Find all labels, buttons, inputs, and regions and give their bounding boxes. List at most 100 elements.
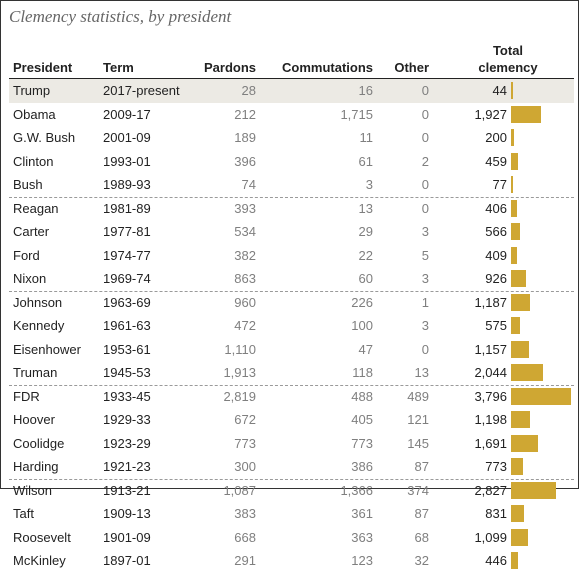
commutations-cell: 22 xyxy=(358,247,373,263)
pardons-cell: 960 xyxy=(234,294,256,310)
pardons-cell: 863 xyxy=(234,271,256,286)
total-clemency-bar xyxy=(511,246,518,264)
table-row: Carter 1977-81 534 29 3 566 xyxy=(9,220,574,244)
term-cell: 2017-present xyxy=(103,83,180,98)
president-cell: Ford xyxy=(13,247,40,263)
term-cell: 1974-77 xyxy=(103,247,151,263)
group-separator xyxy=(9,384,574,386)
president-cell: McKinley xyxy=(13,553,66,568)
commutations-cell: 16 xyxy=(358,83,373,98)
commutations-cell: 361 xyxy=(351,506,373,521)
total-cell: 2,044 xyxy=(474,365,507,380)
term-cell: 1953-61 xyxy=(103,341,151,357)
other-cell: 1 xyxy=(421,294,429,310)
pardons-cell: 382 xyxy=(234,247,256,263)
president-cell: Taft xyxy=(13,506,34,521)
pardons-cell: 773 xyxy=(234,435,256,451)
other-cell: 68 xyxy=(414,529,429,545)
term-cell: 1989-93 xyxy=(103,177,151,192)
table-row: Bush 1989-93 74 3 0 77 xyxy=(9,173,574,197)
pardons-cell: 291 xyxy=(234,553,256,568)
other-cell: 0 xyxy=(421,200,429,216)
other-cell: 87 xyxy=(414,506,429,521)
pardons-cell: 534 xyxy=(234,224,256,239)
commutations-cell: 13 xyxy=(358,200,373,216)
total-cell: 831 xyxy=(485,506,507,521)
president-cell: Eisenhower xyxy=(13,341,81,357)
commutations-cell: 11 xyxy=(359,130,374,145)
commutations-cell: 29 xyxy=(358,224,373,239)
other-cell: 0 xyxy=(421,83,429,98)
total-cell: 459 xyxy=(485,153,507,169)
term-cell: 2009-17 xyxy=(103,106,151,122)
total-cell: 44 xyxy=(492,83,507,98)
total-cell: 1,198 xyxy=(474,412,507,427)
header-pardons: Pardons xyxy=(203,60,256,75)
total-clemency-bar xyxy=(511,481,556,499)
other-cell: 87 xyxy=(414,459,429,474)
commutations-cell: 60 xyxy=(358,271,373,286)
other-cell: 0 xyxy=(421,341,429,357)
pardons-cell: 396 xyxy=(234,153,256,169)
term-cell: 1929-33 xyxy=(103,412,151,427)
table-row: Johnson 1963-69 960 226 1 1,187 xyxy=(9,291,574,315)
commutations-cell: 363 xyxy=(351,529,373,545)
total-cell: 409 xyxy=(485,247,507,263)
commutations-cell: 3 xyxy=(365,177,373,192)
president-cell: Truman xyxy=(13,365,58,380)
commutations-cell: 47 xyxy=(358,341,373,357)
president-cell: Harding xyxy=(13,459,59,474)
total-cell: 1,691 xyxy=(474,435,507,451)
header-rule xyxy=(9,78,574,79)
header-total-line2: clemency xyxy=(478,60,538,75)
total-clemency-bar xyxy=(511,340,530,358)
total-cell: 1,927 xyxy=(474,106,507,122)
table-row: Taft 1909-13 383 361 87 831 xyxy=(9,502,574,526)
pardons-cell: 1,913 xyxy=(223,365,256,380)
president-cell: Obama xyxy=(13,106,56,122)
total-clemency-bar xyxy=(511,270,526,287)
commutations-cell: 1,715 xyxy=(340,106,373,122)
commutations-cell: 1,366 xyxy=(340,482,373,498)
president-cell: Coolidge xyxy=(13,435,65,451)
commutations-cell: 226 xyxy=(351,294,373,310)
total-clemency-bar xyxy=(511,105,542,123)
pardons-cell: 672 xyxy=(234,412,256,427)
total-cell: 406 xyxy=(485,200,507,216)
term-cell: 1933-45 xyxy=(103,388,151,404)
table-row: Obama 2009-17 212 1,715 0 1,927 xyxy=(9,103,574,127)
table-row: Truman 1945-53 1,913 118 13 2,044 xyxy=(9,361,574,385)
term-cell: 1963-69 xyxy=(103,294,151,310)
other-cell: 145 xyxy=(407,435,429,451)
president-cell: Bush xyxy=(13,177,43,192)
term-cell: 1961-63 xyxy=(103,318,151,333)
total-cell: 77 xyxy=(492,177,507,192)
total-clemency-bar xyxy=(511,434,538,452)
total-clemency-bar xyxy=(511,552,519,569)
pardons-cell: 668 xyxy=(234,529,256,545)
other-cell: 121 xyxy=(407,412,429,427)
term-cell: 1921-23 xyxy=(103,459,151,474)
other-cell: 0 xyxy=(421,106,429,122)
table-row: Hoover 1929-33 672 405 121 1,198 xyxy=(9,408,574,432)
president-cell: Carter xyxy=(13,224,50,239)
term-cell: 1981-89 xyxy=(103,200,151,216)
commutations-cell: 61 xyxy=(358,153,373,169)
pardons-cell: 28 xyxy=(241,83,256,98)
table-row: FDR 1933-45 2,819 488 489 3,796 xyxy=(9,385,574,409)
group-separator xyxy=(9,290,574,292)
table-row: Trump 2017-present 28 16 0 44 xyxy=(9,79,574,103)
pardons-cell: 300 xyxy=(234,459,256,474)
table-row: Wilson 1913-21 1,087 1,366 374 2,827 xyxy=(9,479,574,503)
commutations-cell: 488 xyxy=(351,388,373,404)
commutations-cell: 118 xyxy=(352,365,373,380)
table-row: Nixon 1969-74 863 60 3 926 xyxy=(9,267,574,291)
president-cell: Clinton xyxy=(13,153,54,169)
commutations-cell: 123 xyxy=(351,553,373,568)
table-row: Reagan 1981-89 393 13 0 406 xyxy=(9,197,574,221)
commutations-cell: 773 xyxy=(351,435,373,451)
commutations-cell: 405 xyxy=(351,412,373,427)
other-cell: 0 xyxy=(421,177,429,192)
president-cell: Nixon xyxy=(13,271,47,286)
